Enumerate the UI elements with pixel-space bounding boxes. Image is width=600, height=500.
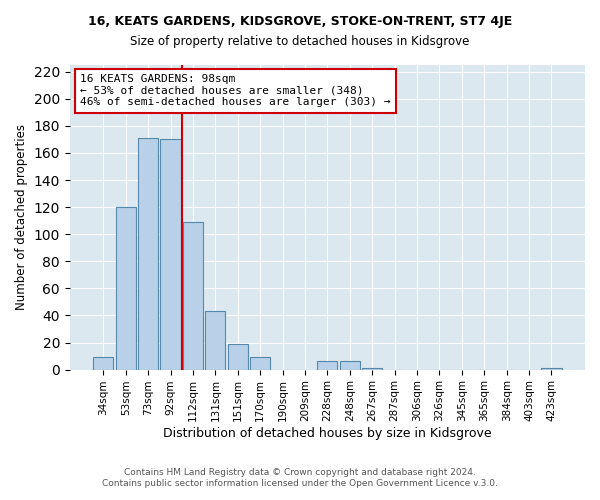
X-axis label: Distribution of detached houses by size in Kidsgrove: Distribution of detached houses by size …: [163, 427, 492, 440]
Bar: [116, 207, 136, 370]
Y-axis label: Number of detached properties: Number of detached properties: [15, 124, 28, 310]
Bar: [340, 362, 360, 370]
Bar: [317, 362, 337, 370]
Bar: [362, 368, 382, 370]
Text: Contains HM Land Registry data © Crown copyright and database right 2024.
Contai: Contains HM Land Registry data © Crown c…: [102, 468, 498, 487]
Bar: [138, 138, 158, 370]
Bar: [541, 368, 562, 370]
Text: Size of property relative to detached houses in Kidsgrove: Size of property relative to detached ho…: [130, 35, 470, 48]
Text: 16, KEATS GARDENS, KIDSGROVE, STOKE-ON-TRENT, ST7 4JE: 16, KEATS GARDENS, KIDSGROVE, STOKE-ON-T…: [88, 15, 512, 28]
Bar: [160, 140, 181, 370]
Bar: [183, 222, 203, 370]
Bar: [205, 312, 226, 370]
Bar: [227, 344, 248, 370]
Bar: [250, 358, 270, 370]
Bar: [93, 358, 113, 370]
Text: 16 KEATS GARDENS: 98sqm
← 53% of detached houses are smaller (348)
46% of semi-d: 16 KEATS GARDENS: 98sqm ← 53% of detache…: [80, 74, 391, 108]
